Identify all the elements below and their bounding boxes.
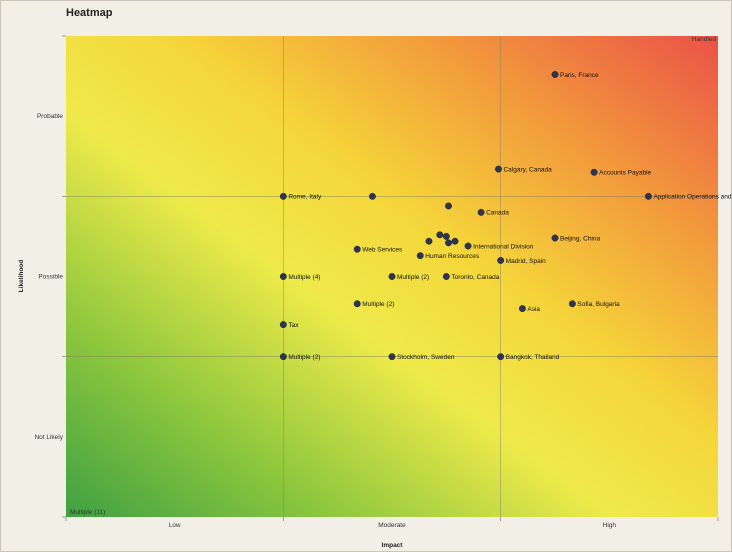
chart-title: Heatmap: [66, 7, 113, 19]
data-point: [368, 192, 376, 200]
data-point: [388, 353, 396, 361]
data-point-label: Bangkok, Thailand: [506, 354, 560, 361]
data-point: [551, 234, 559, 242]
data-point-label: Rome, Italy: [288, 194, 322, 201]
data-point-label: Multiple (4): [288, 274, 320, 281]
data-point: [279, 192, 287, 200]
data-point: [518, 305, 526, 313]
data-point: [388, 273, 396, 280]
data-point: [551, 71, 559, 78]
data-point: [451, 237, 459, 245]
data-point-label: Multiple (2): [362, 301, 394, 308]
data-point-label: Application Operations and Support: [653, 194, 732, 201]
data-point: [279, 353, 287, 361]
grid: [62, 35, 719, 521]
data-point-label: Toronto, Canada: [451, 274, 499, 281]
data-point-label: Human Resources: [425, 253, 480, 260]
x-tick-label: High: [603, 522, 617, 529]
data-point-label: Asia: [527, 306, 540, 313]
data-point: [445, 239, 452, 247]
corner-label-top-right: Handled: [692, 36, 717, 43]
data-point: [445, 202, 452, 210]
data-points: Paris, France Calgary, Canada Accounts Pay…: [279, 71, 732, 361]
data-point: [425, 237, 433, 245]
y-tick-label: Not Likely: [34, 434, 63, 441]
x-tick-label: Low: [169, 522, 181, 529]
data-point-label: Web Services: [362, 247, 403, 254]
data-point: [416, 252, 424, 260]
data-point-label: Calgary, Canada: [503, 166, 552, 173]
data-point-label: Sofia, Bulgaria: [577, 301, 620, 308]
data-point: [464, 242, 472, 250]
data-point: [442, 232, 450, 240]
y-axis-label: Likelihood: [18, 260, 25, 293]
y-tick-label: Possible: [38, 274, 63, 281]
data-point-label: Multiple (2): [288, 354, 320, 361]
data-point: [353, 300, 361, 308]
data-point-label: Tax: [288, 322, 299, 329]
data-point: [279, 273, 287, 280]
data-point: [442, 273, 450, 280]
data-point: [477, 208, 485, 216]
data-point: [279, 321, 287, 329]
data-point: [353, 245, 361, 253]
y-tick-label: Probable: [37, 113, 63, 120]
data-point-label: Paris, France: [560, 72, 599, 79]
data-point-label: Accounts Payable: [599, 170, 651, 177]
data-point-label: Madrid, Spain: [506, 258, 546, 265]
x-axis-label: Impact: [382, 542, 404, 549]
x-tick-label: Moderate: [378, 522, 406, 529]
data-point: [645, 192, 652, 200]
corner-label-bottom-left: Multiple (11): [70, 509, 105, 516]
data-point: [436, 231, 444, 239]
data-point-label: International Division: [473, 243, 534, 250]
data-point: [568, 300, 576, 308]
data-point: [590, 168, 598, 176]
data-point-label: Beijing, China: [560, 235, 600, 242]
data-point-label: Multiple (2): [397, 274, 429, 281]
data-point-label: Canada: [486, 210, 509, 217]
x-tick-labels: Low Moderate High: [169, 522, 617, 529]
data-point: [497, 353, 505, 361]
data-point: [497, 257, 505, 264]
y-tick-labels: Not Likely Possible Probable: [34, 113, 63, 441]
data-point-label: Stockholm, Sweden: [397, 354, 455, 361]
data-point: [495, 165, 502, 173]
